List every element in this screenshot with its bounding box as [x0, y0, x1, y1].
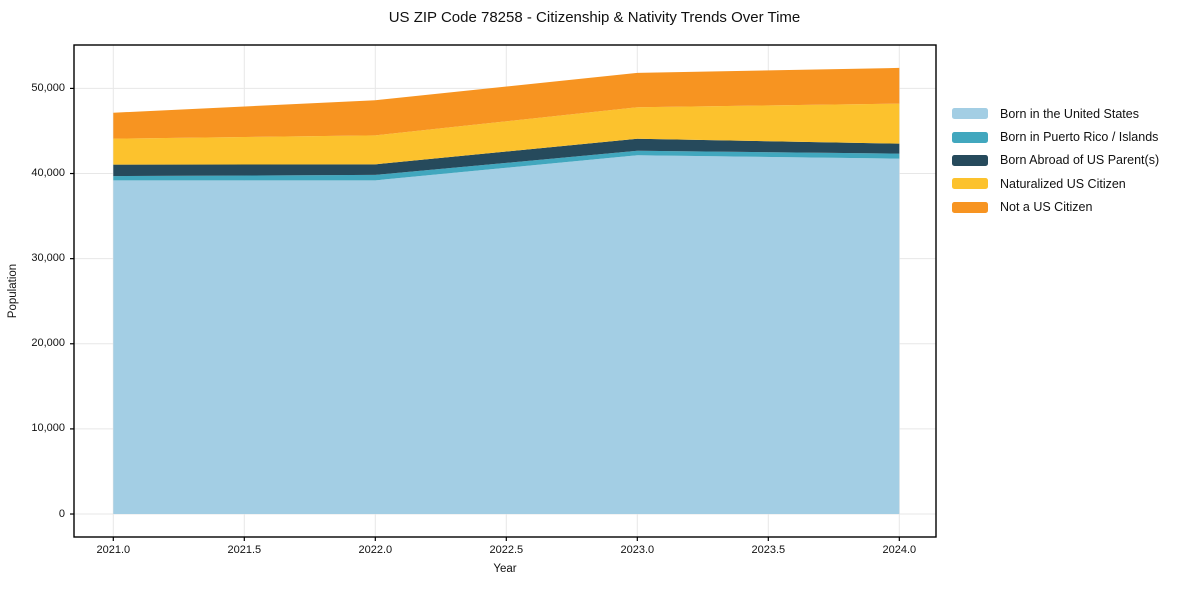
y-tick-label: 30,000 — [31, 252, 65, 265]
x-axis-label: Year — [493, 563, 517, 575]
chart-title: US ZIP Code 78258 - Citizenship & Nativi… — [388, 9, 801, 26]
y-tick-label: 50,000 — [31, 81, 65, 94]
legend-label: Born in the United States — [1000, 106, 1139, 121]
legend-item-born-abroad-of-us-parent-s: Born Abroad of US Parent(s) — [952, 149, 1159, 172]
legend-swatch — [952, 131, 988, 143]
legend-swatch — [952, 108, 988, 120]
x-tick-label: 2022.0 — [358, 544, 393, 556]
legend-label: Naturalized US Citizen — [1000, 176, 1126, 191]
area-born-in-the-united-states — [113, 155, 900, 515]
y-tick-label: 0 — [58, 507, 65, 520]
y-tick-label: 20,000 — [31, 337, 65, 350]
x-tick-label: 2023.0 — [620, 544, 655, 556]
x-tick-label: 2021.5 — [227, 544, 262, 556]
y-tick-label: 10,000 — [31, 422, 65, 435]
area-born-in-puerto-rico-islands — [113, 150, 900, 181]
legend-label: Not a US Citizen — [1000, 200, 1093, 215]
plot-area — [70, 44, 937, 541]
legend-label: Born in Puerto Rico / Islands — [1000, 130, 1159, 145]
area-not-a-us-citizen — [113, 67, 900, 139]
legend-item-born-in-the-united-states: Born in the United States — [952, 102, 1159, 125]
legend: Born in the United States Born in Puerto … — [952, 102, 1159, 219]
x-tick-label: 2024.0 — [882, 544, 917, 556]
area-born-abroad-of-us-parent-s — [113, 138, 900, 177]
legend-item-naturalized-us-citizen: Naturalized US Citizen — [952, 172, 1159, 195]
x-tick-label: 2022.5 — [489, 544, 524, 556]
area-naturalized-us-citizen — [113, 103, 900, 165]
plot-border — [73, 44, 937, 538]
x-tick-label: 2023.5 — [751, 544, 786, 556]
legend-swatch — [952, 201, 988, 213]
y-tick-label: 40,000 — [31, 167, 65, 180]
legend-label: Born Abroad of US Parent(s) — [1000, 153, 1160, 168]
x-tick-label: 2021.0 — [96, 544, 131, 556]
legend-item-born-in-puerto-rico-islands: Born in Puerto Rico / Islands — [952, 125, 1159, 148]
legend-item-not-a-us-citizen: Not a US Citizen — [952, 196, 1159, 219]
legend-swatch — [952, 178, 988, 190]
legend-swatch — [952, 154, 988, 166]
